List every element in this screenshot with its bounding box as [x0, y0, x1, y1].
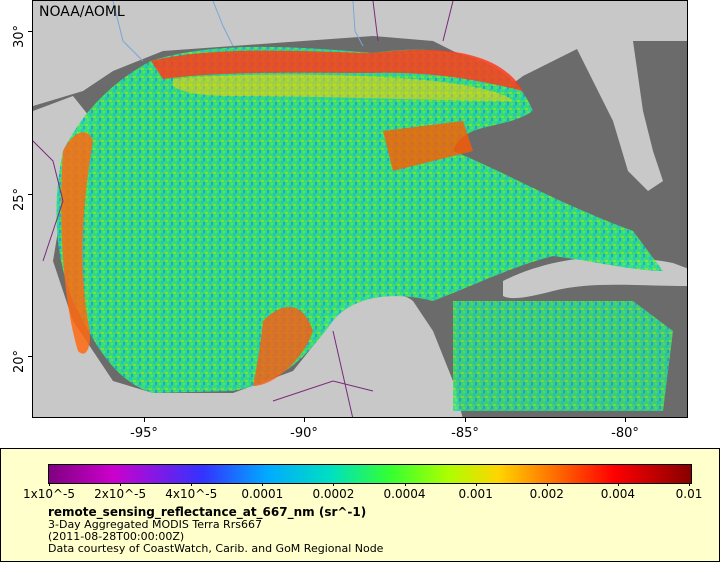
colorbar-tick	[262, 483, 264, 486]
colorbar-label: 2x10^-5	[94, 487, 147, 501]
lon-tick-label: -85°	[451, 426, 479, 441]
offshore-orange	[383, 121, 473, 171]
map-panel: NOAA/AOML	[32, 0, 688, 418]
colorbar-tick	[333, 483, 335, 486]
colorbar-label: 4x10^-5	[165, 487, 218, 501]
land-florida	[573, 41, 663, 191]
colorbar-label: 0.0001	[241, 487, 284, 501]
land-yucatan	[323, 292, 463, 417]
land-cuba	[503, 256, 687, 299]
colorbar-label: 0.01	[675, 487, 703, 501]
variable-name: remote_sensing_reflectance_at_667_nm (sr…	[48, 505, 367, 519]
colorbar-tick	[617, 483, 619, 486]
lon-tick-label: -90°	[290, 426, 318, 441]
colorbar-label: 0.0002	[312, 487, 355, 501]
legend-panel: 1x10^-5 2x10^-5 4x10^-5 0.0001 0.0002 0.0004 0…	[0, 448, 720, 562]
colorbar-tick	[49, 483, 50, 486]
time-stamp: (2011-08-28T00:00:00Z)	[48, 530, 185, 543]
coastal-high-north	[151, 49, 523, 91]
colorbar-tick	[689, 483, 690, 486]
data-credit: Data courtesy of CoastWatch, Carib. and …	[48, 542, 384, 555]
colorbar-label: 0.002	[529, 487, 564, 501]
lon-tick-mark	[304, 418, 305, 422]
colorbar-tick	[475, 483, 477, 486]
lat-tick-label: 25°	[12, 187, 27, 211]
map-credit: NOAA/AOML	[39, 4, 125, 20]
colorbar-label: 0.004	[600, 487, 636, 501]
colorbar-tick	[191, 483, 193, 486]
lon-tick-label: -95°	[130, 426, 158, 441]
coastal-yellow-north	[173, 74, 513, 101]
lat-tick-label: 20°	[12, 349, 27, 373]
colorbar-tick	[404, 483, 406, 486]
map-canvas	[33, 1, 687, 417]
land-us	[33, 1, 687, 106]
lat-tick-label: 30°	[12, 24, 27, 48]
lon-tick-mark	[625, 418, 626, 422]
colorbar-label: 0.0004	[383, 487, 426, 501]
lat-tick-mark	[28, 194, 32, 195]
colorbar-label: 0.001	[458, 487, 493, 501]
lon-tick-mark	[144, 418, 145, 422]
colorbar-label: 1x10^-5	[22, 487, 76, 501]
colorbar	[48, 464, 692, 484]
colorbar-tick	[120, 483, 122, 486]
lon-tick-mark	[465, 418, 466, 422]
lat-tick-mark	[28, 356, 32, 357]
dataset-name: 3-Day Aggregated MODIS Terra Rrs667	[48, 518, 262, 531]
lon-tick-label: -80°	[611, 426, 639, 441]
lat-tick-mark	[28, 31, 32, 32]
coastal-high-west	[61, 132, 93, 354]
colorbar-tick	[546, 483, 548, 486]
coastal-high-sw	[253, 307, 313, 386]
south-patch	[453, 301, 673, 411]
